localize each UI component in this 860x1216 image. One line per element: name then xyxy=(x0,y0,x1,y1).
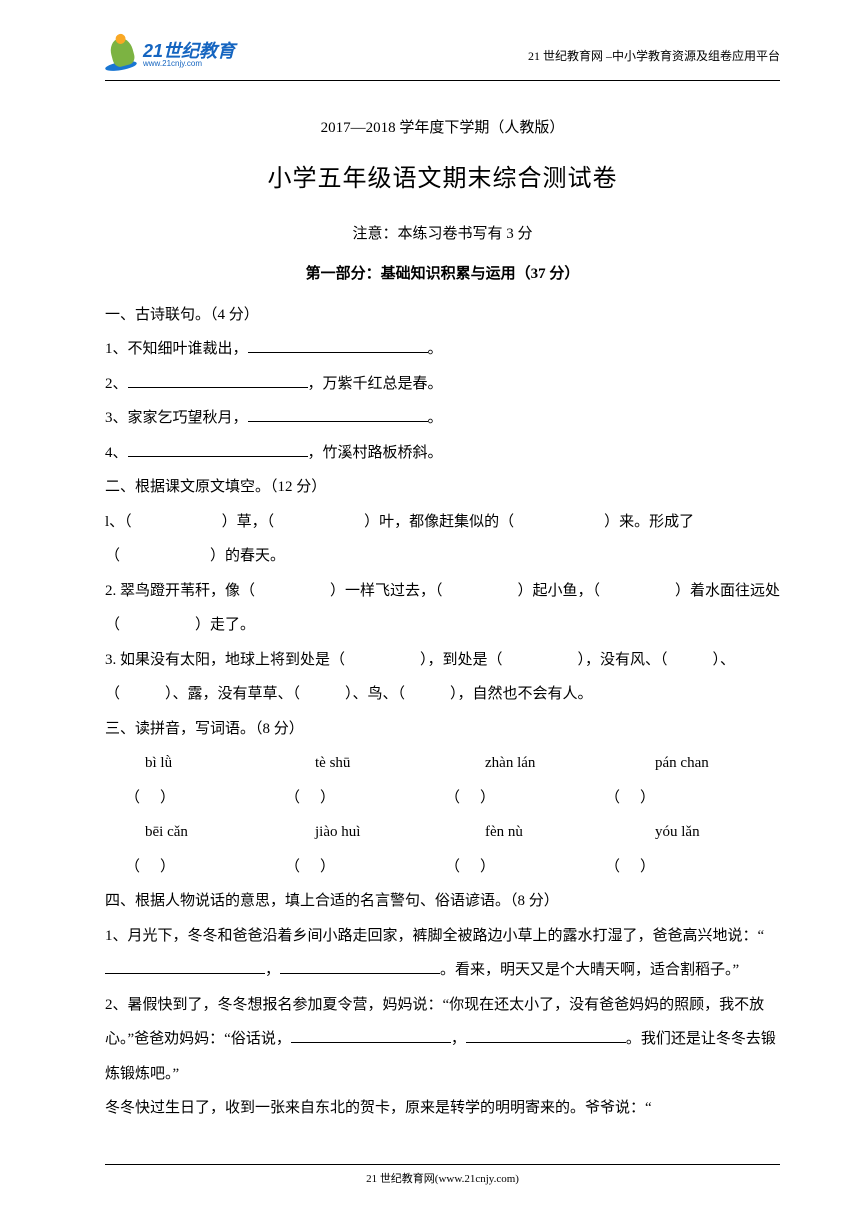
pinyin: jiào huì xyxy=(315,815,395,850)
pinyin: zhàn lán xyxy=(485,746,565,781)
pinyin: yóu lǎn xyxy=(655,815,735,850)
bracket: （） xyxy=(605,850,715,885)
pinyin: fèn nù xyxy=(485,815,565,850)
logo: 21世纪教育 www.21cnjy.com xyxy=(105,38,235,72)
q1-1b: 。 xyxy=(428,341,443,357)
bracket: （） xyxy=(125,781,235,816)
q1-3b: 。 xyxy=(428,410,443,426)
q1-1a: 1、不知细叶谁裁出， xyxy=(105,341,248,357)
q2-line1: l、（ ）草，（ ）叶，都像赶集似的（ ）来。形成了（ ）的春天。 xyxy=(105,505,780,574)
bracket: （） xyxy=(285,850,395,885)
blank xyxy=(105,954,265,974)
bracket-row-1: （） （） （） （） xyxy=(105,781,780,816)
bracket: （） xyxy=(605,781,715,816)
bracket: （） xyxy=(445,781,555,816)
q1-heading: 一、古诗联句。（4 分） xyxy=(105,298,780,333)
blank xyxy=(248,402,428,422)
q1-2b: ，万紫千红总是春。 xyxy=(308,376,443,392)
q1-line3: 3、家家乞巧望秋月， 。 xyxy=(105,401,780,436)
q4-1b: ， xyxy=(265,962,280,978)
bracket-row-2: （） （） （） （） xyxy=(105,850,780,885)
note-text: 注意：本练习卷书写有 3 分 xyxy=(105,217,780,252)
bracket: （） xyxy=(445,850,555,885)
q1-line2: 2、 ，万紫千红总是春。 xyxy=(105,367,780,402)
q4-1c: 。看来，明天又是个大晴天啊，适合割稻子。” xyxy=(440,962,739,978)
blank xyxy=(248,333,428,353)
q1-line4: 4、 ，竹溪村路板桥斜。 xyxy=(105,436,780,471)
page-header: 21世纪教育 www.21cnjy.com 21 世纪教育网 –中小学教育资源及… xyxy=(105,0,780,81)
pinyin-row-2: bēi cǎn jiào huì fèn nù yóu lǎn xyxy=(105,815,780,850)
document-content: 2017—2018 学年度下学期（人教版） 小学五年级语文期末综合测试卷 注意：… xyxy=(0,81,860,1126)
logo-icon xyxy=(105,38,139,72)
pinyin-row-1: bì lǜ tè shū zhàn lán pán chan xyxy=(105,746,780,781)
q2-line3: 3. 如果没有太阳，地球上将到处是（ ），到处是（ ），没有风、（ ）、（ ）、… xyxy=(105,643,780,712)
header-right-text: 21 世纪教育网 –中小学教育资源及组卷应用平台 xyxy=(528,47,780,64)
bracket: （） xyxy=(125,850,235,885)
blank xyxy=(466,1023,626,1043)
blank xyxy=(280,954,440,974)
q2-heading: 二、根据课文原文填空。（12 分） xyxy=(105,470,780,505)
subtitle: 2017—2018 学年度下学期（人教版） xyxy=(105,111,780,146)
q1-4b: ，竹溪村路板桥斜。 xyxy=(308,445,443,461)
page-footer: 21 世纪教育网(www.21cnjy.com) xyxy=(105,1164,780,1186)
q4-2b: ， xyxy=(451,1031,466,1047)
pinyin: bēi cǎn xyxy=(145,815,225,850)
bracket: （） xyxy=(285,781,395,816)
q1-3a: 3、家家乞巧望秋月， xyxy=(105,410,248,426)
q4-1a: 1、月光下，冬冬和爸爸沿着乡间小路走回家，裤脚全被路边小草上的露水打湿了，爸爸高… xyxy=(105,928,764,944)
q4-heading: 四、根据人物说话的意思，填上合适的名言警句、俗语谚语。（8 分） xyxy=(105,884,780,919)
logo-main-text: 21世纪教育 xyxy=(143,42,235,60)
q1-line1: 1、不知细叶谁裁出， 。 xyxy=(105,332,780,367)
q3-heading: 三、读拼音，写词语。（8 分） xyxy=(105,712,780,747)
q1-4a: 4、 xyxy=(105,445,128,461)
blank xyxy=(128,368,308,388)
q4-line2: 2、暑假快到了，冬冬想报名参加夏令营，妈妈说：“你现在还太小了，没有爸爸妈妈的照… xyxy=(105,988,780,1092)
q2-line2: 2. 翠鸟蹬开苇秆，像（ ）一样飞过去，（ ）起小鱼，（ ）着水面往远处（ ）走… xyxy=(105,574,780,643)
main-title: 小学五年级语文期末综合测试卷 xyxy=(105,152,780,207)
logo-url-text: www.21cnjy.com xyxy=(143,60,235,68)
pinyin: bì lǜ xyxy=(145,746,225,781)
logo-text: 21世纪教育 www.21cnjy.com xyxy=(143,42,235,68)
blank xyxy=(291,1023,451,1043)
blank xyxy=(128,437,308,457)
section-heading: 第一部分：基础知识积累与运用（37 分） xyxy=(105,257,780,292)
q4-line1: 1、月光下，冬冬和爸爸沿着乡间小路走回家，裤脚全被路边小草上的露水打湿了，爸爸高… xyxy=(105,919,780,988)
pinyin: tè shū xyxy=(315,746,395,781)
pinyin: pán chan xyxy=(655,746,735,781)
q4-line3: 冬冬快过生日了，收到一张来自东北的贺卡，原来是转学的明明寄来的。爷爷说：“ xyxy=(105,1091,780,1126)
q1-2a: 2、 xyxy=(105,376,128,392)
